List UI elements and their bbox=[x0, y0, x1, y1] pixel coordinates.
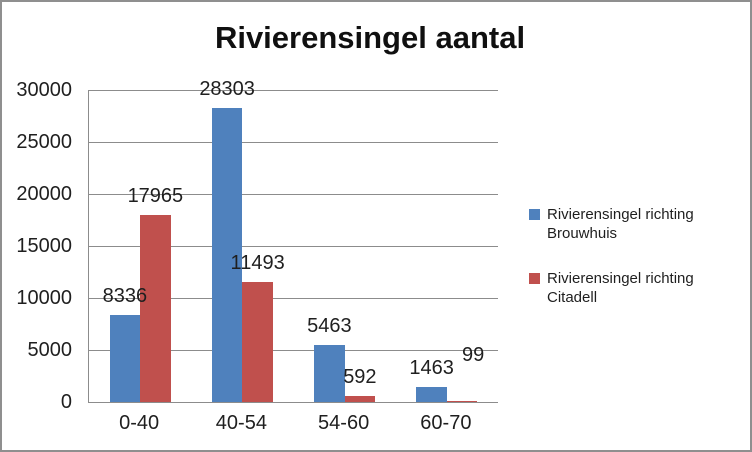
bar-value-label: 592 bbox=[343, 365, 377, 388]
legend: Rivierensingel richting Brouwhuis Riviere… bbox=[529, 205, 729, 333]
gridline bbox=[89, 90, 498, 91]
y-axis-tick-label: 5000 bbox=[27, 339, 73, 361]
y-axis-tick-label: 20000 bbox=[16, 183, 72, 205]
chart-title: Rivierensingel aantal bbox=[214, 20, 526, 55]
y-axis-tick-label: 15000 bbox=[16, 235, 72, 257]
bar-value-label: 5463 bbox=[307, 315, 352, 338]
legend-series-label: Rivierensingel richting Brouwhuis bbox=[547, 206, 694, 242]
bar bbox=[140, 215, 171, 402]
x-axis-category-label: 40-54 bbox=[215, 412, 267, 434]
x-axis-category-label: 0-40 bbox=[119, 412, 160, 434]
plot-area: 8336 28303 5463 1463 17965 11493 592 99 bbox=[88, 78, 498, 403]
gridline bbox=[89, 142, 498, 143]
bar bbox=[416, 386, 447, 402]
legend-color-swatch bbox=[529, 209, 540, 220]
bar bbox=[344, 395, 376, 402]
legend-item: Rivierensingel richting Brouwhuis bbox=[529, 205, 729, 243]
legend-item: Rivierensingel richting Citadell bbox=[529, 269, 729, 307]
bar bbox=[211, 107, 243, 402]
bar bbox=[314, 345, 345, 402]
bar-value-label: 11493 bbox=[230, 252, 285, 275]
bar-value-label: 99 bbox=[462, 343, 485, 366]
bar-value-label: 8336 bbox=[102, 285, 148, 308]
x-axis-category-label: 60-70 bbox=[420, 412, 472, 434]
x-axis-category-label: 54-60 bbox=[318, 412, 370, 434]
gridline bbox=[89, 194, 498, 195]
bar bbox=[109, 315, 141, 402]
bar-value-label: 28303 bbox=[199, 77, 255, 100]
gridline bbox=[89, 298, 498, 299]
y-axis-tick-label: 25000 bbox=[16, 131, 72, 153]
y-axis-tick-label: 0 bbox=[60, 391, 72, 413]
gridline bbox=[89, 246, 498, 247]
legend-series-label: Rivierensingel richting Citadell bbox=[547, 270, 694, 306]
y-axis-tick-label: 10000 bbox=[16, 287, 72, 309]
y-axis-tick-label: 30000 bbox=[16, 79, 72, 101]
bar-value-label: 1463 bbox=[409, 356, 454, 379]
bar-value-label: 17965 bbox=[127, 185, 184, 208]
legend-color-swatch bbox=[529, 273, 540, 284]
bar bbox=[446, 400, 478, 402]
bar bbox=[242, 282, 273, 402]
gridline bbox=[89, 350, 498, 351]
